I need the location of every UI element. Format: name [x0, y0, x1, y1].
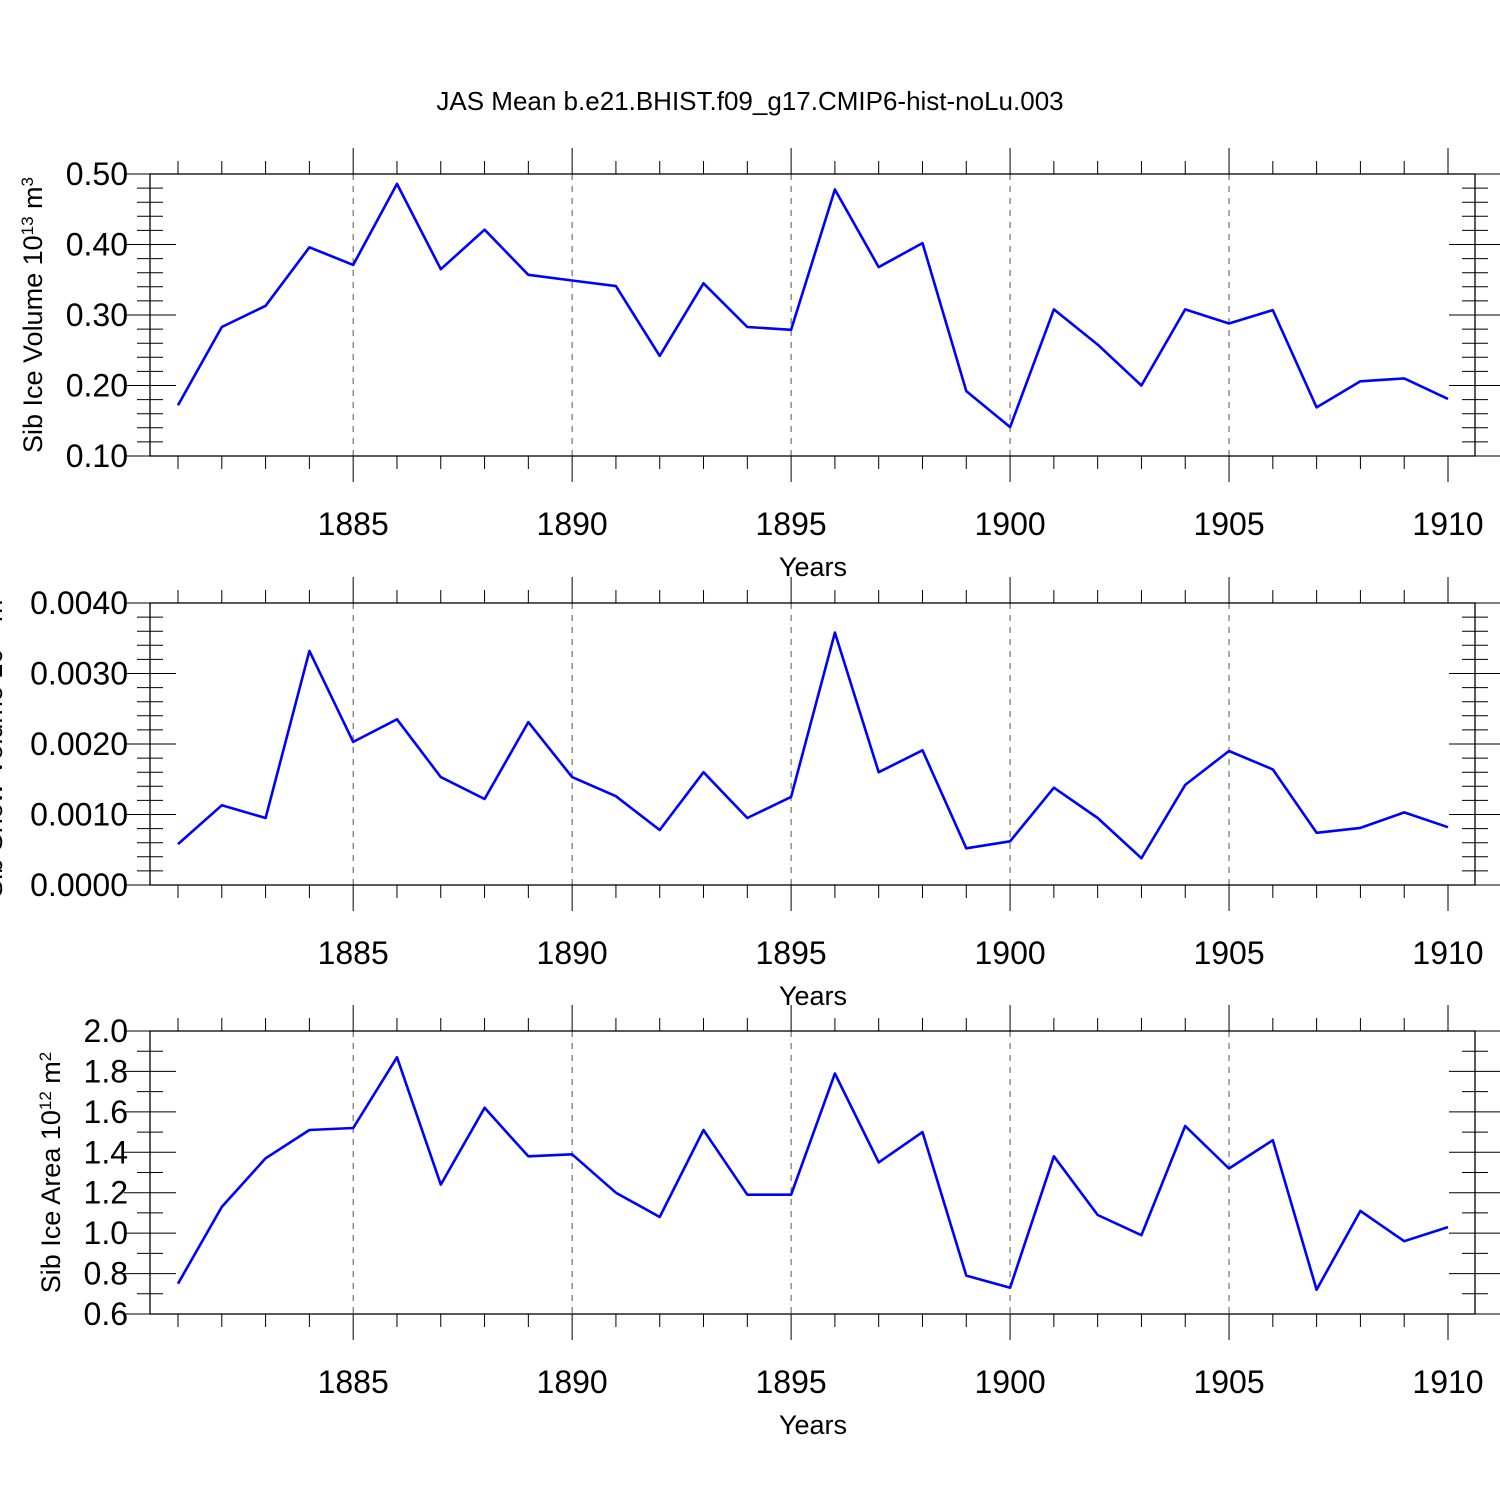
series-line	[176, 1056, 1449, 1291]
series-line	[176, 182, 1449, 429]
y-tick-label: 0.20	[66, 368, 128, 404]
y-label-text: Sib Ice Area 10	[36, 1110, 66, 1293]
y-tick-label: 0.10	[66, 438, 128, 474]
x-tick-label: 1905	[1193, 935, 1264, 971]
x-tick-label: 1890	[537, 1364, 608, 1400]
y-label-unit-exponent: 2	[36, 1052, 55, 1061]
figure-title: JAS Mean b.e21.BHIST.f09_g17.CMIP6-hist-…	[436, 86, 1063, 116]
y-tick-label: 1.8	[84, 1053, 128, 1089]
x-tick-label: 1895	[756, 506, 827, 542]
x-tick-label: 1900	[974, 506, 1045, 542]
x-tick-label: 1900	[974, 935, 1045, 971]
x-tick-label: 1905	[1193, 506, 1264, 542]
panels: 0.10 0.20 0.30 0.40 0.50 1885 1890 1895 1900 1905…	[0, 148, 1500, 1440]
x-tick-label: 1895	[756, 1364, 827, 1400]
y-axis-label: Sib Ice Area 1012 m2	[36, 1052, 67, 1294]
panel-1: 0.10 0.20 0.30 0.40 0.50 1885 1890 1895 1900 1905…	[18, 148, 1500, 582]
plot-frame	[149, 602, 1476, 886]
x-tick-label: 1895	[756, 935, 827, 971]
y-label-exponent: 13	[18, 216, 37, 235]
y-tick-label: 1.4	[84, 1134, 128, 1170]
y-label-exponent: 12	[36, 1091, 55, 1110]
x-tick-label: 1905	[1193, 1364, 1264, 1400]
x-tick-label: 1885	[318, 935, 389, 971]
y-tick-label: 0.0040	[30, 585, 128, 621]
y-tick-label: 0.6	[84, 1296, 128, 1332]
y-tick-label: 2.0	[84, 1013, 128, 1049]
y-axis-label: Sib Snow Volume 1013 m3	[0, 590, 8, 898]
y-tick-label: 0.0010	[30, 797, 128, 833]
y-label-unit: m	[36, 1061, 66, 1091]
x-tick-label: 1910	[1412, 935, 1483, 971]
panel-2: 0.0000 0.0010 0.0020 0.0030 0.0040 1885 1890 18…	[0, 577, 1500, 1011]
y-axis-label: Sib Ice Volume 1013 m3	[18, 177, 49, 453]
y-label-unit: m	[18, 186, 48, 216]
x-tick-label: 1910	[1412, 506, 1483, 542]
series-line	[177, 631, 1449, 860]
y-label-unit: m	[0, 600, 8, 630]
y-tick-label: 1.2	[84, 1175, 128, 1211]
y-label-text: Sib Snow Volume 10	[0, 649, 8, 898]
y-tick-label: 0.0000	[30, 867, 128, 903]
x-tick-label: 1885	[318, 506, 389, 542]
y-tick-label: 0.40	[66, 227, 128, 263]
y-label-text: Sib Ice Volume 10	[18, 235, 48, 453]
x-tick-label: 1885	[318, 1364, 389, 1400]
y-label-unit-exponent: 3	[18, 177, 37, 186]
x-tick-label: 1890	[537, 506, 608, 542]
x-axis-label: Years	[779, 552, 847, 582]
y-tick-label: 0.0020	[30, 726, 128, 762]
y-tick-label: 0.8	[84, 1256, 128, 1292]
x-tick-label: 1890	[537, 935, 608, 971]
y-tick-label: 0.0030	[30, 656, 128, 692]
x-tick-label: 1910	[1412, 1364, 1483, 1400]
plot-frame	[149, 1030, 1476, 1315]
y-tick-label: 1.0	[84, 1215, 128, 1251]
x-tick-label: 1900	[974, 1364, 1045, 1400]
y-tick-label: 0.50	[66, 156, 128, 192]
y-tick-label: 1.6	[84, 1094, 128, 1130]
panel-3: 0.6 0.8 1.0 1.2 1.4 1.6 1.8 2.0 1885 1890 1895 1900…	[36, 1005, 1500, 1440]
x-axis-label: Years	[779, 981, 847, 1011]
x-axis-label: Years	[779, 1410, 847, 1440]
y-tick-label: 0.30	[66, 297, 128, 333]
